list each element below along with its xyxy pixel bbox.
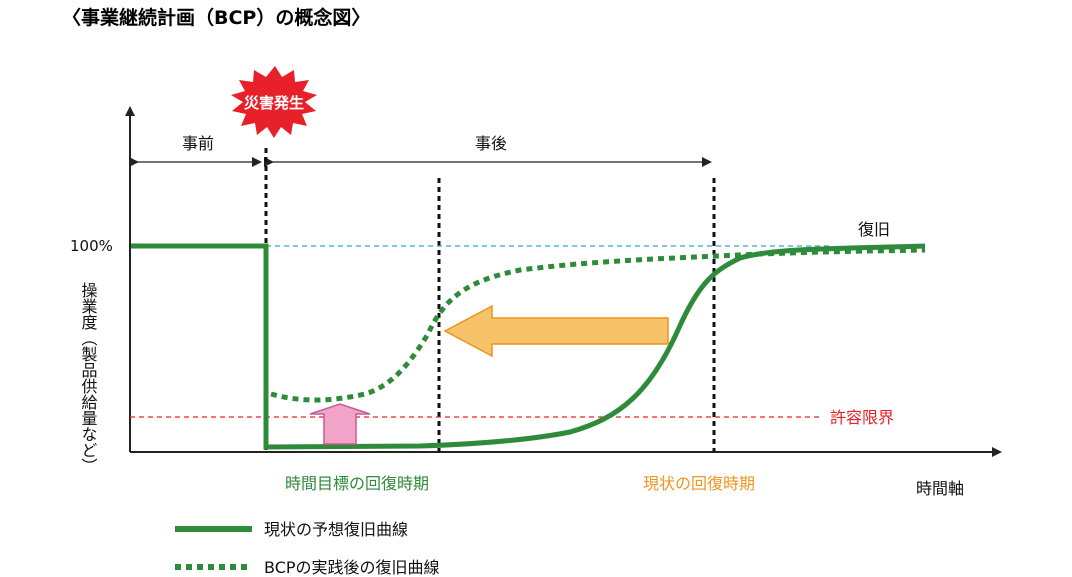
burst-icon <box>231 66 317 138</box>
current-recovery-label: 現状の回復時期 <box>643 474 755 493</box>
y-axis-label: 操業度（製品供給量など） <box>79 282 98 474</box>
page-title: 〈事業継続計画（BCP）の概念図〉 <box>62 6 370 29</box>
after-label: 事後 <box>475 134 507 153</box>
before-span: 事前 <box>129 134 262 167</box>
y-100-label: 100% <box>70 237 113 255</box>
legend-dotted-label: BCPの実践後の復旧曲線 <box>264 558 440 577</box>
disaster-burst: 災害発生 <box>231 66 317 138</box>
x-axis-label: 時間軸 <box>916 479 964 498</box>
disaster-label: 災害発生 <box>244 94 304 112</box>
legend-solid-label: 現状の予想復旧曲線 <box>264 520 408 539</box>
tolerance-label: 許容限界 <box>830 408 894 427</box>
before-label: 事前 <box>182 134 214 153</box>
minimum-level-up-arrow <box>309 403 371 445</box>
time-shortening-arrow <box>443 304 669 358</box>
recovery-label: 復旧 <box>858 220 890 239</box>
after-span: 事後 <box>264 134 712 167</box>
target-recovery-label: 時間目標の回復時期 <box>285 474 429 493</box>
legend: 現状の予想復旧曲線 BCPの実践後の復旧曲線 <box>175 520 440 577</box>
